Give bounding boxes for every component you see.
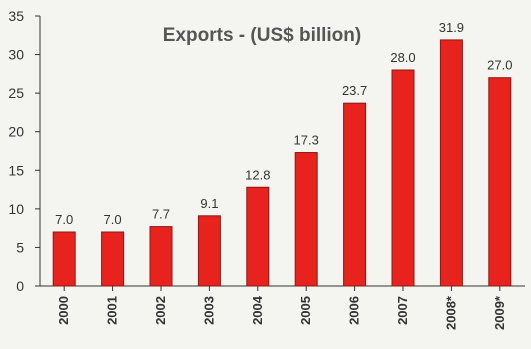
value-labels-group: 7.0 7.0 7.7 9.1 12.8 17.3 23.7 28.0 31.9 27.0 (55, 20, 512, 227)
x-tick-label: 2002 (153, 296, 168, 325)
x-tick-label: 2009* (492, 295, 507, 330)
x-tick-label: 2001 (105, 296, 120, 325)
bar (343, 102, 367, 287)
chart-title: Exports - (US$ billion) (163, 25, 361, 46)
x-tick-label: 2004 (250, 295, 265, 325)
value-label: 7.0 (55, 212, 73, 227)
x-tick-label: 2005 (298, 296, 313, 325)
bars-group (52, 39, 512, 287)
x-tick-label: 2008* (443, 295, 458, 330)
y-tick-label: 5 (16, 239, 24, 255)
bar (488, 77, 512, 287)
value-label: 17.3 (294, 133, 319, 148)
bar (391, 69, 415, 287)
value-label: 7.0 (104, 212, 122, 227)
value-label: 27.0 (487, 58, 512, 73)
bar (101, 231, 125, 287)
bar (197, 215, 221, 287)
y-axis-ticks: 0 5 10 15 20 25 30 35 (8, 8, 40, 294)
bar (246, 186, 270, 287)
y-tick-label: 0 (16, 278, 24, 294)
x-tick-label: 2007 (395, 296, 410, 325)
value-label: 9.1 (200, 196, 218, 211)
bar (294, 152, 318, 287)
value-label: 12.8 (245, 167, 270, 182)
y-tick-label: 25 (8, 85, 24, 101)
bar (52, 231, 76, 287)
y-tick-label: 15 (8, 162, 24, 178)
x-tick-label: 2006 (347, 296, 362, 325)
bar (149, 226, 173, 287)
x-axis-ticks: 2000 2001 2002 2003 2004 2005 2006 2007 2008* 200… (56, 286, 507, 330)
x-tick-label: 2000 (56, 296, 71, 325)
y-tick-label: 20 (8, 124, 24, 140)
x-tick-label: 2003 (201, 296, 216, 325)
value-label: 23.7 (342, 83, 367, 98)
y-tick-label: 35 (8, 8, 24, 24)
value-label: 7.7 (152, 207, 170, 222)
y-tick-label: 30 (8, 47, 24, 63)
value-label: 28.0 (390, 50, 415, 65)
value-label: 31.9 (439, 20, 464, 35)
bar (439, 39, 463, 287)
y-tick-label: 10 (8, 201, 24, 217)
